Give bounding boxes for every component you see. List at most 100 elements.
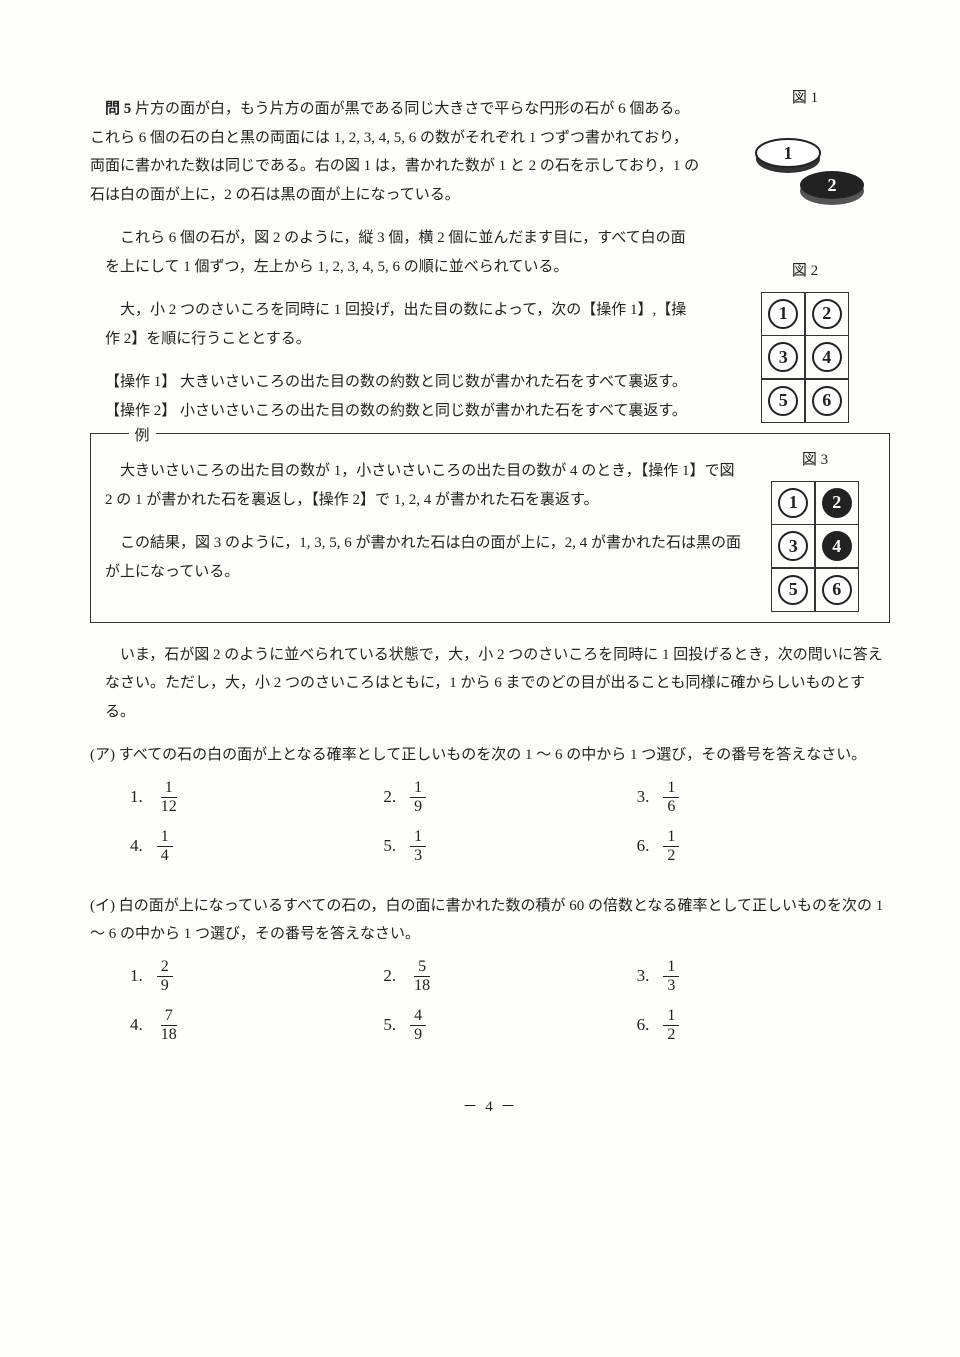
fraction: 14: [157, 829, 173, 864]
fraction: 19: [410, 780, 426, 815]
fraction-numerator: 4: [410, 1008, 426, 1026]
choice-number: 2.: [383, 960, 396, 992]
grid-cell: 1: [762, 293, 804, 335]
choice-number: 5.: [383, 830, 396, 862]
fig1-title: 図 1: [740, 84, 870, 113]
fraction-numerator: 1: [410, 829, 426, 847]
sub-a-text: すべての石の白の面が上となる確率として正しいものを次の 1 ～ 6 の中から 1…: [119, 747, 866, 763]
fraction-numerator: 5: [414, 959, 430, 977]
grid-cell: 4: [816, 525, 858, 567]
grid-cell: 4: [806, 336, 848, 378]
choice-number: 2.: [383, 781, 396, 813]
fraction-numerator: 1: [663, 829, 679, 847]
choice-number: 4.: [130, 830, 143, 862]
grid-cell: 5: [762, 380, 804, 422]
stone-white: 6: [812, 386, 842, 416]
fraction-denominator: 6: [663, 798, 679, 815]
choice-item: 4.14: [130, 829, 383, 864]
fraction-numerator: 1: [410, 780, 426, 798]
fraction-denominator: 3: [663, 977, 679, 994]
sub-b-label: (イ): [90, 898, 115, 914]
choice-number: 5.: [383, 1009, 396, 1041]
fraction-denominator: 12: [157, 798, 181, 815]
fraction-denominator: 9: [157, 977, 173, 994]
fraction: 12: [663, 1008, 679, 1043]
question-label: 問 5: [105, 101, 131, 117]
op1-label: 【操作 1】: [105, 368, 176, 397]
sub-b-text: 白の面が上になっているすべての石の，白の面に書かれた数の積が 60 の倍数となる…: [90, 898, 883, 943]
choice-item: 3.13: [637, 959, 890, 994]
fraction-denominator: 18: [410, 977, 434, 994]
grid-cell: 3: [762, 336, 804, 378]
fraction: 12: [663, 829, 679, 864]
stone-white: 1: [768, 299, 798, 329]
fraction-denominator: 2: [663, 1026, 679, 1043]
choice-item: 4. 718: [130, 1008, 383, 1043]
question-p2: これら 6 個の石が，図 2 のように，縦 3 個，横 2 個に並んだます目に，…: [90, 224, 700, 281]
fraction-numerator: 1: [161, 780, 177, 798]
fraction-denominator: 2: [663, 847, 679, 864]
grid-cell: 6: [806, 380, 848, 422]
stone-white: 5: [778, 575, 808, 605]
fig3-title: 図 3: [802, 446, 828, 475]
stone-white: 2: [812, 299, 842, 329]
question-p4: いま，石が図 2 のように並べられている状態で，大，小 2 つのさいころを同時に…: [90, 641, 890, 727]
choice-item: 5.49: [383, 1008, 636, 1043]
stone-white: 1: [778, 488, 808, 518]
grid-cell: 6: [816, 569, 858, 611]
fraction-numerator: 1: [157, 829, 173, 847]
choice-number: 4.: [130, 1009, 143, 1041]
fraction: 112: [157, 780, 181, 815]
op1-text: 大きいさいころの出た目の数の約数と同じ数が書かれた石をすべて裏返す。: [180, 374, 687, 390]
fig3-grid: 123456: [771, 481, 859, 612]
svg-text:2: 2: [828, 175, 837, 195]
stone-white: 3: [778, 531, 808, 561]
choice-item: 6.12: [637, 829, 890, 864]
question-p3: 大，小 2 つのさいころを同時に 1 回投げ，出た目の数によって，次の【操作 1…: [90, 296, 700, 353]
fraction: 49: [410, 1008, 426, 1043]
fraction-numerator: 2: [157, 959, 173, 977]
choice-number: 6.: [637, 1009, 650, 1041]
fraction: 16: [663, 780, 679, 815]
operation-2: 【操作 2】 小さいさいころの出た目の数の約数と同じ数が書かれた石をすべて裏返す…: [90, 397, 700, 426]
choice-item: 1.112: [130, 780, 383, 815]
choice-item: 6.12: [637, 1008, 890, 1043]
grid-cell: 2: [806, 293, 848, 335]
fig1-svg: 1 2: [740, 123, 870, 213]
page-number: － 4 －: [90, 1093, 890, 1122]
choice-item: 1.29: [130, 959, 383, 994]
fraction-denominator: 3: [410, 847, 426, 864]
choice-item: 3.16: [637, 780, 890, 815]
op2-text: 小さいさいころの出た目の数の約数と同じ数が書かれた石をすべて裏返す。: [180, 403, 687, 419]
stone-black: 2: [822, 488, 852, 518]
question-p1: 問 5 片方の面が白，もう片方の面が黒である同じ大きさで平らな円形の石が 6 個…: [90, 95, 700, 209]
sub-question-b: (イ) 白の面が上になっているすべての石の，白の面に書かれた数の積が 60 の倍…: [90, 892, 890, 949]
stone-white: 6: [822, 575, 852, 605]
stone-white: 4: [812, 342, 842, 372]
choice-item: 2.19: [383, 780, 636, 815]
operation-1: 【操作 1】 大きいさいころの出た目の数の約数と同じ数が書かれた石をすべて裏返す…: [90, 368, 700, 397]
figure-2: 図 2 123456: [761, 253, 849, 423]
fraction: 518: [410, 959, 434, 994]
fraction: 718: [157, 1008, 181, 1043]
figure-3: 図 3 123456: [755, 442, 875, 612]
grid-cell: 5: [772, 569, 814, 611]
sub-question-a: (ア) すべての石の白の面が上となる確率として正しいものを次の 1 ～ 6 の中…: [90, 741, 890, 770]
stone-white: 5: [768, 386, 798, 416]
fraction-numerator: 1: [663, 1008, 679, 1026]
fraction: 13: [663, 959, 679, 994]
example-label: 例: [129, 422, 156, 451]
choice-number: 6.: [637, 830, 650, 862]
choice-number: 1.: [130, 960, 143, 992]
fraction-numerator: 7: [161, 1008, 177, 1026]
fig2-title: 図 2: [761, 257, 849, 286]
choice-number: 3.: [637, 960, 650, 992]
grid-cell: 1: [772, 482, 814, 524]
figure-1: 図 1 1 2: [740, 80, 870, 223]
choices-b: 1.292.5183.134.7185.496.12: [130, 959, 890, 1043]
op2-label: 【操作 2】: [105, 397, 176, 426]
choices-a: 1.1122.193.164.145.136.12: [130, 780, 890, 864]
choice-item: 5.13: [383, 829, 636, 864]
example-p2: この結果，図 3 のように，1, 3, 5, 6 が書かれた石は白の面が上に，2…: [105, 529, 745, 586]
example-p1: 大きいさいころの出た目の数が 1，小さいさいころの出た目の数が 4 のとき，【操…: [105, 457, 745, 514]
